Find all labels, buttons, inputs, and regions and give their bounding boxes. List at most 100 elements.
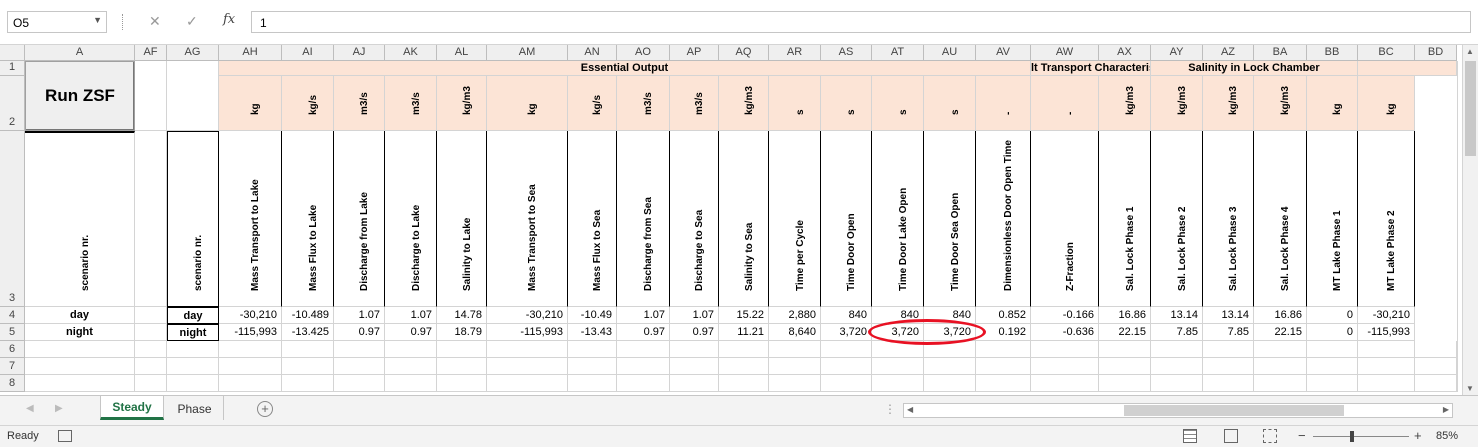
empty-cell[interactable] [1358, 358, 1415, 375]
empty-cell[interactable] [385, 358, 437, 375]
empty-cell[interactable] [976, 341, 1031, 358]
column-header-ai[interactable]: AI [282, 45, 334, 61]
empty-cell[interactable] [334, 375, 385, 392]
column-header-at[interactable]: AT [872, 45, 924, 61]
data-cell[interactable]: 18.79 [437, 324, 487, 341]
empty-cell[interactable] [135, 341, 167, 358]
zoom-out-icon[interactable]: − [1298, 428, 1306, 443]
empty-cell[interactable] [1151, 341, 1203, 358]
data-cell[interactable]: 0.852 [976, 307, 1031, 324]
empty-cell[interactable] [568, 375, 617, 392]
empty-cell[interactable] [1358, 341, 1415, 358]
zoom-slider-thumb[interactable] [1350, 431, 1354, 442]
data-cell[interactable]: 0.97 [385, 324, 437, 341]
data-cell[interactable]: 3,720 [821, 324, 872, 341]
vertical-scroll-thumb[interactable] [1465, 61, 1476, 156]
empty-cell[interactable] [1254, 341, 1307, 358]
empty-cell[interactable] [670, 341, 719, 358]
empty-cell[interactable] [167, 341, 219, 358]
scenario-name[interactable]: day [25, 307, 135, 324]
row-header[interactable]: 8 [0, 375, 25, 392]
scenario-name-ag[interactable]: day [167, 307, 219, 324]
scroll-down-icon[interactable]: ▼ [1466, 384, 1474, 393]
empty-cell[interactable] [25, 375, 135, 392]
data-cell[interactable]: -115,993 [219, 324, 282, 341]
data-cell[interactable]: 1.07 [334, 307, 385, 324]
data-cell[interactable]: 1.07 [670, 307, 719, 324]
empty-cell[interactable] [282, 375, 334, 392]
data-cell[interactable]: 1.07 [617, 307, 670, 324]
data-cell[interactable]: -10.49 [568, 307, 617, 324]
empty-cell[interactable] [872, 341, 924, 358]
data-cell[interactable]: 0.97 [334, 324, 385, 341]
data-cell[interactable]: 840 [821, 307, 872, 324]
empty-cell[interactable] [1031, 358, 1099, 375]
empty-cell[interactable] [487, 358, 568, 375]
data-cell[interactable]: 13.14 [1151, 307, 1203, 324]
empty-cell[interactable] [872, 358, 924, 375]
run-zsf-button[interactable]: Run ZSF [25, 61, 135, 131]
empty-cell[interactable] [1415, 358, 1457, 375]
row-header[interactable]: 1 [0, 61, 25, 76]
data-cell[interactable]: 22.15 [1099, 324, 1151, 341]
empty-cell[interactable] [1203, 358, 1254, 375]
empty-cell[interactable] [385, 375, 437, 392]
empty-cell[interactable] [1457, 341, 1458, 358]
empty-cell[interactable] [719, 341, 769, 358]
tab-scroll-right-icon[interactable]: ▶ [55, 403, 63, 414]
column-header-az[interactable]: AZ [1203, 45, 1254, 61]
data-cell[interactable]: -13.43 [568, 324, 617, 341]
empty-cell[interactable] [437, 358, 487, 375]
chevron-down-icon[interactable]: ▼ [93, 15, 102, 25]
row-header[interactable]: 2 [0, 76, 25, 131]
empty-cell[interactable] [872, 375, 924, 392]
empty-cell[interactable] [976, 375, 1031, 392]
empty-cell[interactable] [25, 341, 135, 358]
column-header-am[interactable]: AM [487, 45, 568, 61]
empty-cell[interactable] [1254, 375, 1307, 392]
data-cell[interactable]: 11.21 [719, 324, 769, 341]
column-header-ao[interactable]: AO [617, 45, 670, 61]
scroll-up-icon[interactable]: ▲ [1466, 47, 1474, 56]
spreadsheet-grid[interactable]: A AF AG AH AI AJ AK AL AM AN AO AP AQ AR AS AT AU AV AW AX A… [0, 45, 1462, 395]
row-header[interactable]: 5 [0, 324, 25, 341]
empty-cell[interactable] [617, 358, 670, 375]
column-header-ag[interactable]: AG [167, 45, 219, 61]
data-cell[interactable]: 13.14 [1203, 307, 1254, 324]
row-header[interactable]: 4 [0, 307, 25, 324]
empty-cell[interactable] [568, 341, 617, 358]
column-header-ay[interactable]: AY [1151, 45, 1203, 61]
empty-cell[interactable] [719, 375, 769, 392]
column-header-aq[interactable]: AQ [719, 45, 769, 61]
empty-cell[interactable] [219, 341, 282, 358]
data-cell[interactable]: -0.166 [1031, 307, 1099, 324]
data-cell[interactable]: -30,210 [219, 307, 282, 324]
empty-cell[interactable] [437, 375, 487, 392]
data-cell[interactable]: 0.192 [976, 324, 1031, 341]
empty-cell[interactable] [219, 375, 282, 392]
row-header[interactable]: 6 [0, 341, 25, 358]
row-header[interactable]: 3 [0, 131, 25, 307]
empty-cell[interactable] [1151, 358, 1203, 375]
empty-cell[interactable] [1307, 375, 1358, 392]
column-header-ax[interactable]: AX [1099, 45, 1151, 61]
tab-phase[interactable]: Phase [166, 396, 224, 420]
empty-cell[interactable] [1307, 358, 1358, 375]
empty-cell[interactable] [769, 358, 821, 375]
horizontal-scrollbar[interactable]: ◀ ▶ [903, 403, 1453, 418]
empty-cell[interactable] [1457, 307, 1458, 324]
empty-cell[interactable] [1099, 341, 1151, 358]
column-header-ap[interactable]: AP [670, 45, 719, 61]
data-cell[interactable]: 14.78 [437, 307, 487, 324]
data-cell[interactable]: 0.97 [617, 324, 670, 341]
data-cell[interactable]: -30,210 [1358, 307, 1415, 324]
vertical-scrollbar[interactable]: ▲ ▼ [1462, 45, 1478, 395]
scenario-name[interactable]: night [25, 324, 135, 341]
empty-cell[interactable] [487, 341, 568, 358]
data-cell[interactable]: 0 [1307, 324, 1358, 341]
column-header-au[interactable]: AU [924, 45, 976, 61]
empty-cell[interactable] [334, 341, 385, 358]
zoom-level[interactable]: 85% [1436, 430, 1459, 442]
page-break-preview-icon[interactable] [1263, 429, 1277, 443]
empty-cell[interactable] [568, 358, 617, 375]
